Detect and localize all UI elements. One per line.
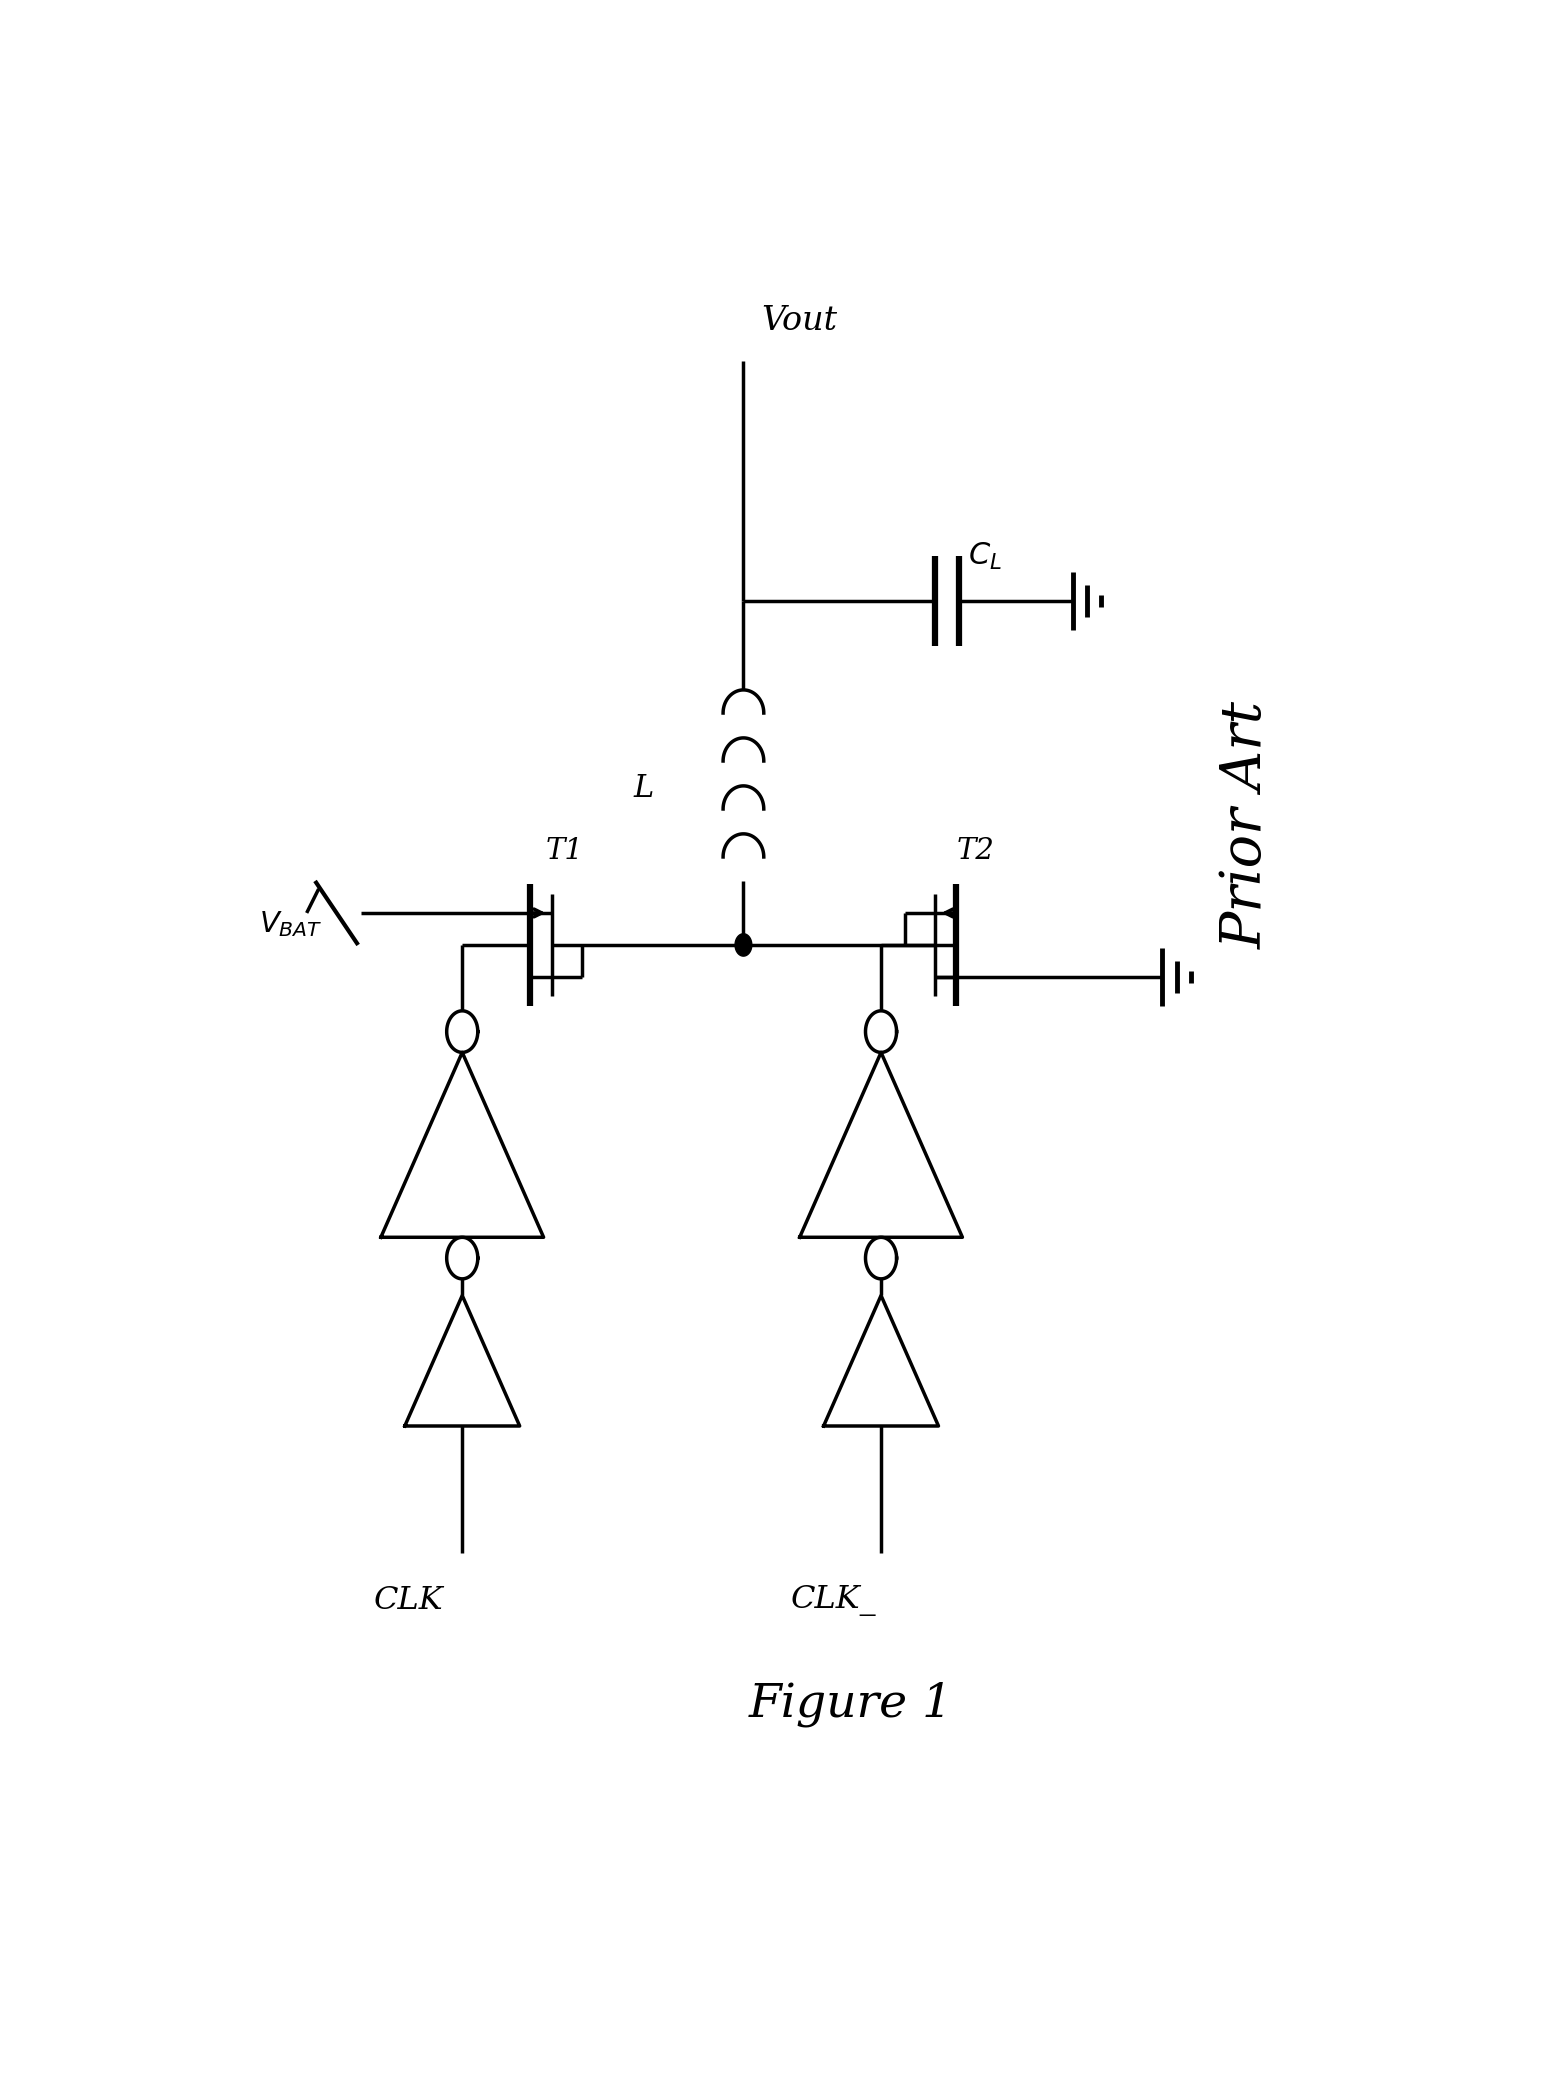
Text: CLK_: CLK_ [791,1585,875,1616]
Text: Figure 1: Figure 1 [749,1682,953,1728]
Text: Vout: Vout [761,305,837,336]
Text: Prior Art: Prior Art [1218,700,1274,949]
Text: $C_L$: $C_L$ [968,540,1002,571]
Text: L: L [633,773,653,804]
Text: T1: T1 [547,837,584,864]
Text: CLK: CLK [374,1585,443,1616]
Polygon shape [735,935,752,955]
Text: T2: T2 [956,837,994,864]
Text: $V_{BAT}$: $V_{BAT}$ [259,910,323,939]
